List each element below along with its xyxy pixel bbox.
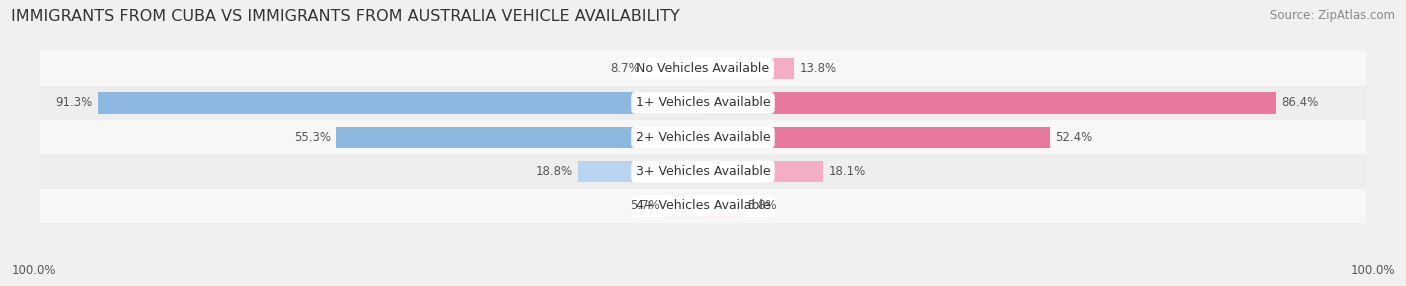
Text: 4+ Vehicles Available: 4+ Vehicles Available <box>636 199 770 212</box>
Text: 8.7%: 8.7% <box>610 62 640 75</box>
Text: 55.3%: 55.3% <box>294 131 332 144</box>
Bar <box>336 127 703 148</box>
Text: Source: ZipAtlas.com: Source: ZipAtlas.com <box>1270 9 1395 21</box>
Text: 86.4%: 86.4% <box>1281 96 1319 110</box>
Bar <box>703 58 794 79</box>
Text: 100.0%: 100.0% <box>1350 265 1395 277</box>
Bar <box>41 51 1365 86</box>
Bar <box>41 154 1365 189</box>
Text: 13.8%: 13.8% <box>800 62 837 75</box>
Text: 3+ Vehicles Available: 3+ Vehicles Available <box>636 165 770 178</box>
Bar <box>703 127 1050 148</box>
Text: IMMIGRANTS FROM CUBA VS IMMIGRANTS FROM AUSTRALIA VEHICLE AVAILABILITY: IMMIGRANTS FROM CUBA VS IMMIGRANTS FROM … <box>11 9 681 23</box>
Bar <box>703 161 823 182</box>
Text: 91.3%: 91.3% <box>55 96 93 110</box>
Bar <box>665 195 703 217</box>
Text: 18.1%: 18.1% <box>828 165 866 178</box>
Text: 1+ Vehicles Available: 1+ Vehicles Available <box>636 96 770 110</box>
Text: 52.4%: 52.4% <box>1056 131 1092 144</box>
Bar <box>703 92 1275 114</box>
Bar <box>41 120 1365 154</box>
Text: 5.8%: 5.8% <box>747 199 776 212</box>
Bar <box>41 86 1365 120</box>
Bar <box>578 161 703 182</box>
Text: 100.0%: 100.0% <box>11 265 56 277</box>
Text: 2+ Vehicles Available: 2+ Vehicles Available <box>636 131 770 144</box>
Text: 5.7%: 5.7% <box>630 199 659 212</box>
Text: No Vehicles Available: No Vehicles Available <box>637 62 769 75</box>
Text: 18.8%: 18.8% <box>536 165 574 178</box>
Bar <box>703 195 741 217</box>
Bar <box>98 92 703 114</box>
Bar <box>41 189 1365 223</box>
Bar <box>645 58 703 79</box>
